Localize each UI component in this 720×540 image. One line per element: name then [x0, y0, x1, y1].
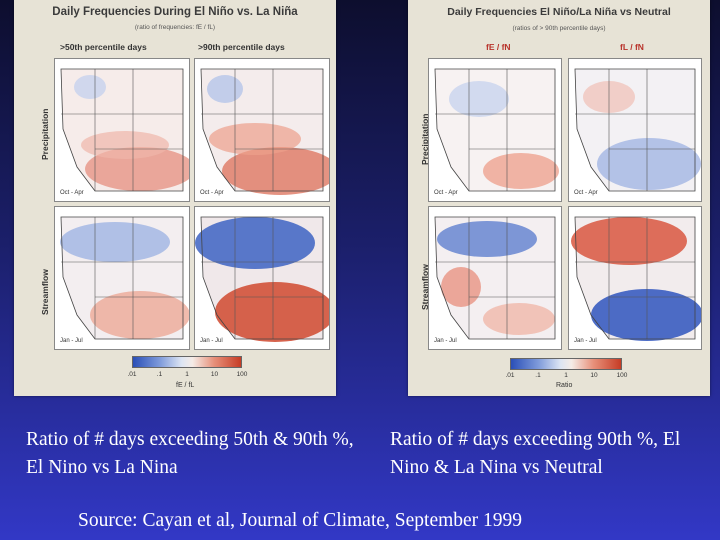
colorbar [510, 358, 622, 370]
season-label: Jan - Jul [434, 338, 457, 344]
season-label: Oct - Apr [200, 190, 224, 196]
right-figure: Daily Frequencies El Niño/La Niña vs Neu… [408, 0, 710, 396]
season-label: Jan - Jul [60, 338, 83, 344]
right-figure-title: Daily Frequencies El Niño/La Niña vs Neu… [447, 6, 671, 18]
colorbar-tick: 1 [564, 372, 568, 379]
colorbar-tick: 10 [590, 372, 598, 379]
colorbar-tick: 1 [185, 371, 189, 378]
season-label: Oct - Apr [434, 190, 458, 196]
map-panel: Oct - Apr [428, 58, 562, 202]
season-label: Jan - Jul [200, 338, 223, 344]
left-figure: Daily Frequencies During El Niño vs. La … [14, 0, 336, 396]
map-panel: Oct - Apr [568, 58, 702, 202]
right-figure-subtitle: (ratios of > 90th percentile days) [512, 25, 606, 32]
colorbar-tick: .1 [535, 372, 541, 379]
season-label: Oct - Apr [574, 190, 598, 196]
colorbar-tick: .1 [156, 371, 163, 378]
left-col1-heading: >50th percentile days [60, 42, 147, 52]
right-col2-heading: fL / fN [620, 42, 644, 52]
map-panel: Jan - Jul [54, 206, 190, 350]
map-panel: Oct - Apr [194, 58, 330, 202]
source-citation: Source: Cayan et al, Journal of Climate,… [78, 510, 523, 531]
colorbar-label: fE / fL [176, 382, 195, 389]
caption-left: Ratio of # days exceeding 50th & 90th %,… [26, 429, 354, 478]
season-label: Oct - Apr [60, 190, 84, 196]
colorbar-tick: .01 [505, 372, 515, 379]
colorbar-tick: 100 [236, 371, 248, 378]
colorbar-tick: 100 [616, 372, 628, 379]
season-label: Jan - Jul [574, 338, 597, 344]
left-row2-label: Streamflow [40, 269, 50, 315]
left-figure-title: Daily Frequencies During El Niño vs. La … [52, 6, 298, 18]
colorbar-tick: .01 [127, 371, 137, 378]
colorbar-tick: 10 [210, 371, 219, 378]
map-panel: Jan - Jul [194, 206, 330, 350]
map-panel: Jan - Jul [428, 206, 562, 350]
left-col2-heading: >90th percentile days [198, 42, 285, 52]
left-row1-label: Precipitation [40, 108, 50, 160]
left-figure-subtitle: (ratio of frequencies: fE / fL) [134, 24, 216, 31]
colorbar-label: Ratio [556, 382, 573, 389]
right-col1-heading: fE / fN [486, 42, 511, 52]
map-panel: Oct - Apr [54, 58, 190, 202]
colorbar [132, 356, 242, 368]
caption-right: Ratio of # days exceeding 90th %, El Nin… [390, 429, 681, 478]
map-panel: Jan - Jul [568, 206, 702, 350]
